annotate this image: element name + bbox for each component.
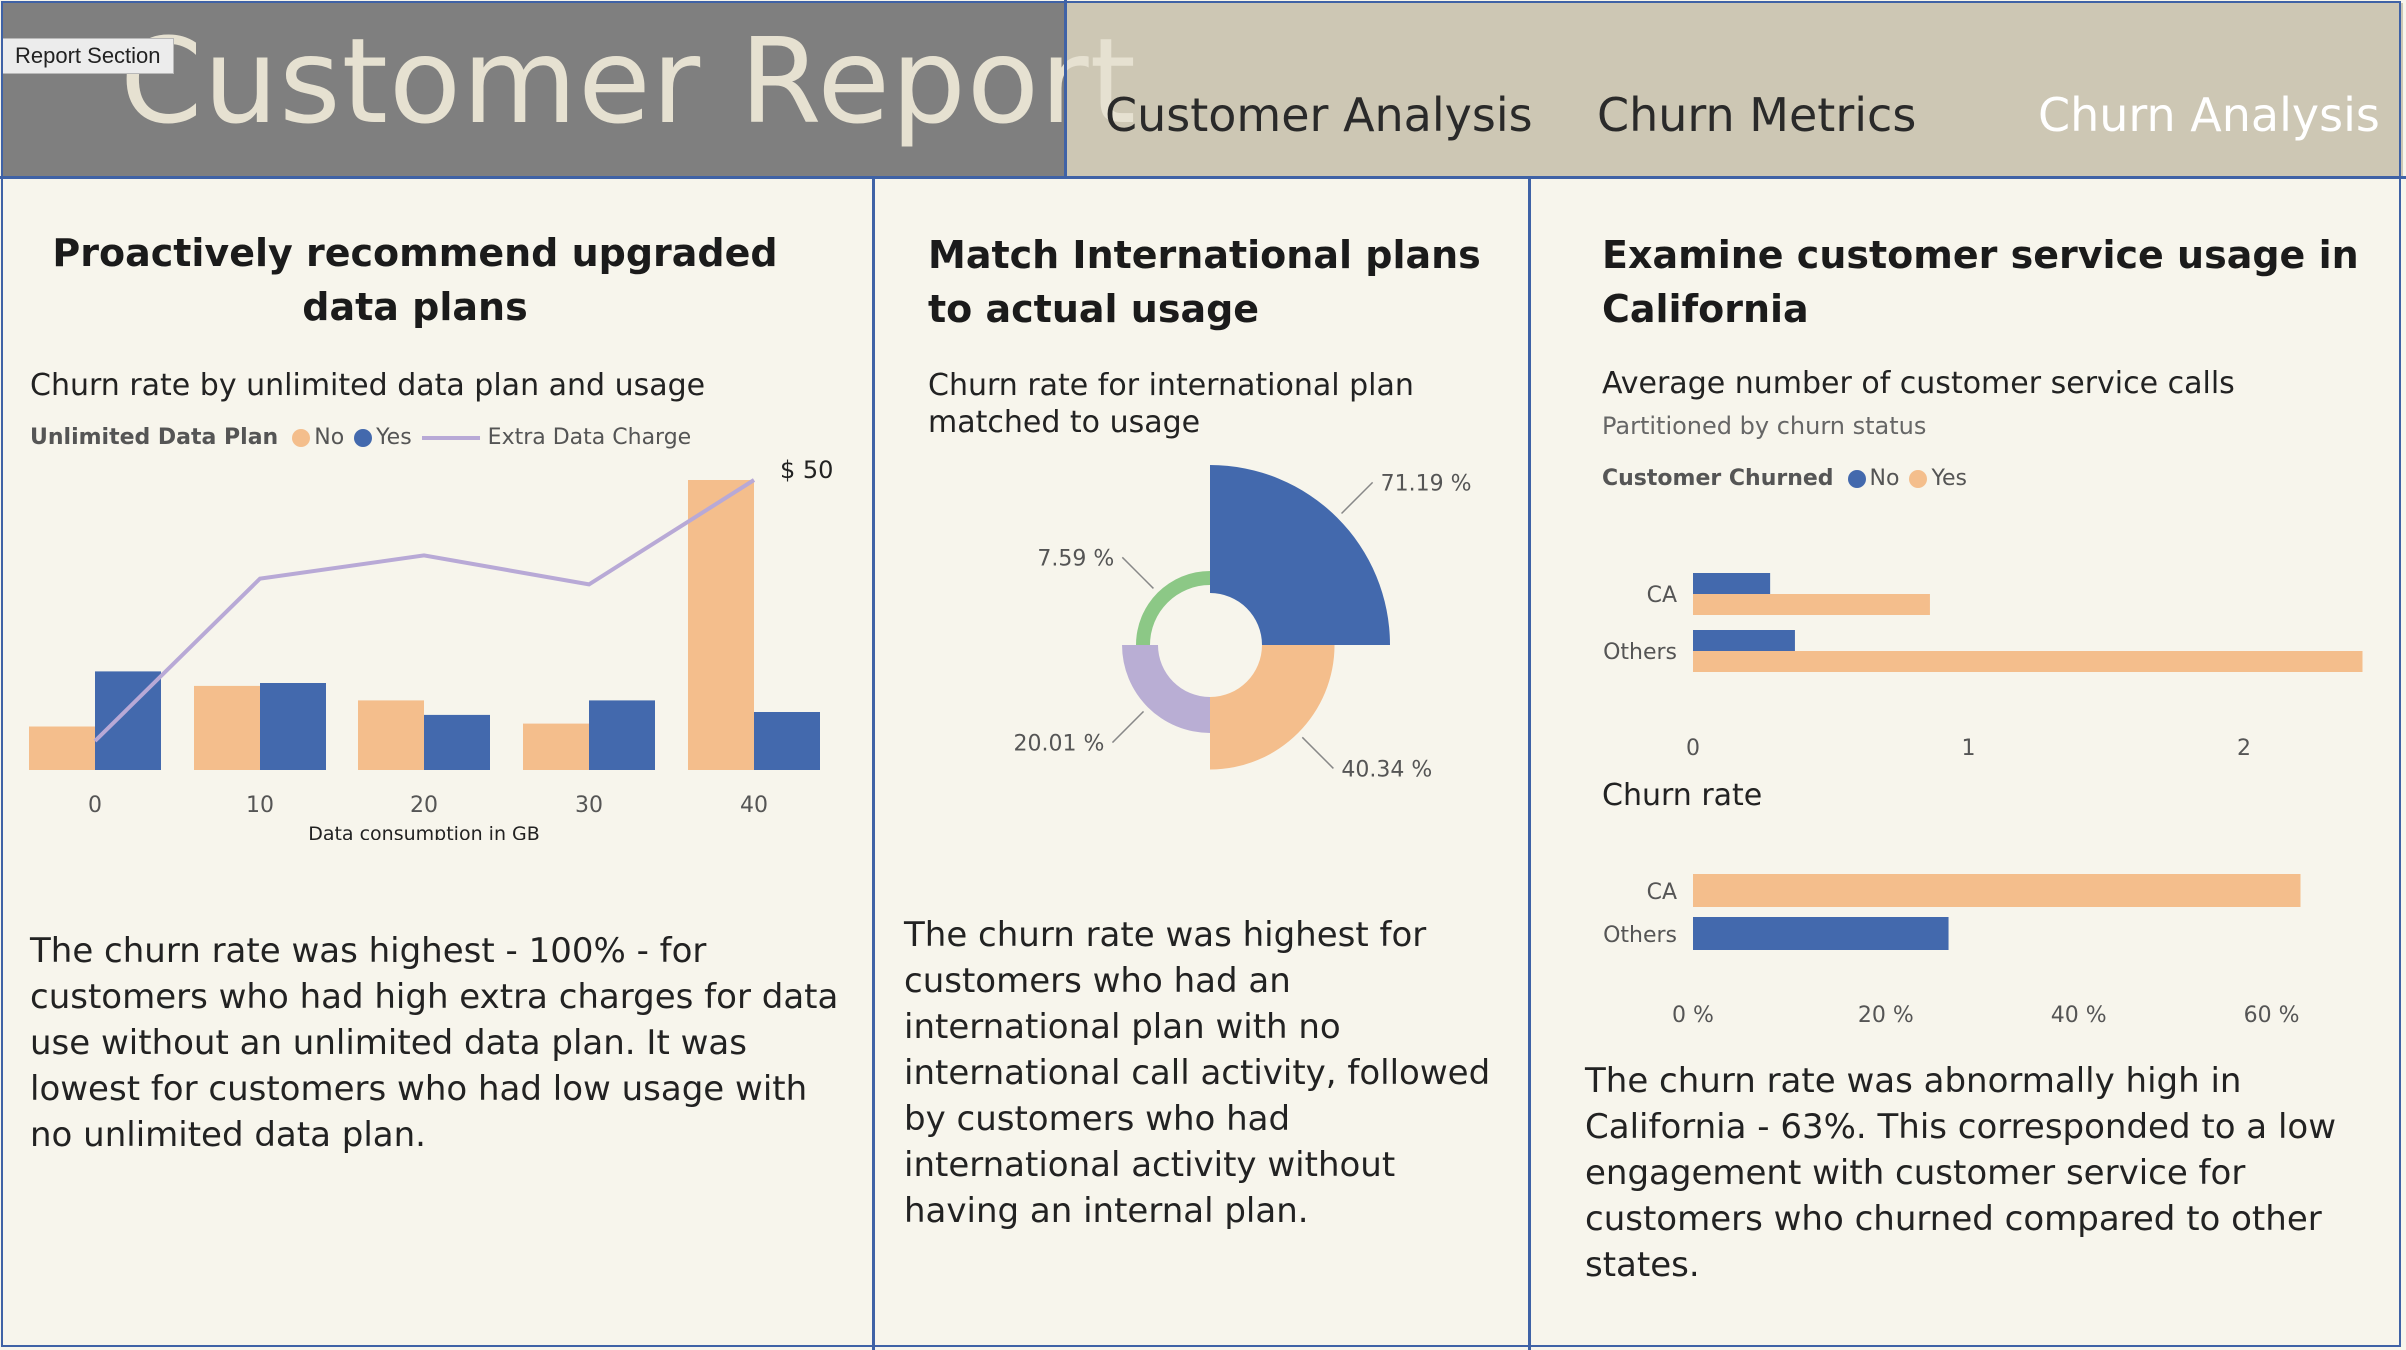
- slice-label: 7.59 %: [1037, 546, 1114, 571]
- panel1-legend: Unlimited Data Plan No Yes Extra Data Ch…: [30, 425, 701, 450]
- slice-label: 20.01 %: [1014, 732, 1105, 757]
- slice-0: [1210, 465, 1390, 645]
- panel3-chart1-subtitle: Partitioned by churn status: [1602, 412, 1927, 440]
- panel3-heading: Examine customer service usage in Califo…: [1602, 233, 2359, 331]
- data-plan-usage-chart[interactable]: $ 50 0 10 20 30 40 Data consumption in GB: [0, 450, 860, 840]
- legend-no-label: No: [1869, 466, 1900, 491]
- bar-no-others: [1693, 630, 1795, 651]
- y-tick-label: Others: [1603, 923, 1677, 948]
- legend-line-label: Extra Data Charge: [487, 425, 692, 450]
- legend-line-swatch: [421, 435, 480, 440]
- y-tick-label: Others: [1603, 640, 1677, 665]
- bar-no-20: [358, 700, 424, 770]
- slice-label: 40.34 %: [1341, 757, 1432, 782]
- report-title: Customer Report: [120, 12, 1137, 150]
- panel2-heading: Match International plans to actual usag…: [928, 233, 1481, 331]
- header-divider: [0, 176, 2406, 179]
- legend-item-no[interactable]: No: [292, 425, 344, 450]
- slice-leader-line: [1111, 710, 1145, 744]
- slice-leader-line: [1121, 556, 1154, 589]
- line-extra-data-charge: [93, 478, 756, 743]
- panel2-chart-title-line1: Churn rate for international plan: [928, 368, 1414, 403]
- x-tick-label: 30: [575, 793, 603, 818]
- bar-yes-10: [260, 683, 326, 770]
- bar-no-40: [688, 480, 754, 770]
- x-tick-label: 2: [2237, 736, 2251, 761]
- international-plan-chart[interactable]: 71.19 % 40.34 % 20.01 % 7.59 %: [1000, 440, 1520, 800]
- panel-divider-1: [872, 176, 875, 1350]
- slice-leader-line: [1340, 481, 1374, 515]
- nav-churn-analysis[interactable]: Churn Analysis: [2038, 88, 2380, 142]
- line-data-label: $ 50: [780, 456, 833, 484]
- slice-label: 71.19 %: [1381, 471, 1472, 496]
- x-tick-label: 1: [1962, 736, 1976, 761]
- legend-item-yes[interactable]: Yes: [354, 425, 412, 450]
- panel1-insight-text: The churn rate was highest - 100% - for …: [30, 931, 839, 1155]
- legend-yes-swatch: [1909, 469, 1928, 488]
- bar-yes-30: [589, 700, 655, 770]
- bar-no-30: [523, 723, 589, 770]
- legend-item-no[interactable]: No: [1847, 466, 1900, 491]
- legend-no-label: No: [314, 425, 345, 450]
- panel-divider-2: [1528, 176, 1531, 1350]
- report-section-tooltip: Report Section: [2, 38, 174, 74]
- bar-churn-rate-others: [1693, 917, 1949, 950]
- x-tick-label: 20 %: [1858, 1003, 1914, 1028]
- x-tick-label: 0: [88, 793, 102, 818]
- legend-title: Customer Churned: [1602, 466, 1834, 491]
- x-tick-label: 0 %: [1672, 1003, 1714, 1028]
- bar-yes-20: [424, 714, 490, 770]
- x-tick-label: 20: [410, 793, 438, 818]
- x-tick-label: 60 %: [2244, 1003, 2300, 1028]
- legend-item-yes[interactable]: Yes: [1909, 466, 1967, 491]
- y-tick-label: CA: [1647, 880, 1677, 905]
- legend-yes-label: Yes: [376, 425, 412, 450]
- x-tick-label: 0: [1686, 736, 1700, 761]
- panel3-chart2-title: Churn rate: [1602, 778, 1763, 813]
- header-nav-area: [1065, 3, 2403, 176]
- panel1-heading: Proactively recommend upgraded data plan…: [52, 231, 778, 329]
- panel1-chart-title: Churn rate by unlimited data plan and us…: [30, 368, 706, 403]
- churn-rate-state-chart[interactable]: CA Others 0 % 20 % 40 % 60 %: [1560, 850, 2380, 1030]
- legend-no-swatch: [1847, 469, 1866, 488]
- panel3-legend: Customer Churned No Yes: [1602, 466, 1977, 491]
- x-axis-title: Data consumption in GB: [308, 823, 540, 840]
- panel2-chart-title-line2: matched to usage: [928, 405, 1201, 440]
- slice-1: [1210, 645, 1335, 770]
- legend-no-swatch: [292, 428, 311, 447]
- bar-yes-ca: [1693, 594, 1930, 615]
- bar-churn-rate-ca: [1693, 874, 2301, 907]
- header-split-divider: [1064, 0, 1067, 178]
- bar-no-10: [194, 685, 260, 770]
- legend-yes-label: Yes: [1931, 466, 1967, 491]
- panel3-insight-text: The churn rate was abnormally high in Ca…: [1585, 1061, 2337, 1285]
- legend-item-extra-charge[interactable]: Extra Data Charge: [421, 425, 692, 450]
- slice-3: [1136, 571, 1210, 645]
- legend-title: Unlimited Data Plan: [30, 425, 279, 450]
- service-calls-chart[interactable]: CA Others 0 1 2: [1560, 540, 2380, 770]
- bar-yes-40: [754, 712, 820, 770]
- x-tick-label: 40 %: [2051, 1003, 2107, 1028]
- x-tick-label: 10: [246, 793, 274, 818]
- legend-yes-swatch: [354, 428, 373, 447]
- nav-customer-analysis[interactable]: Customer Analysis: [1105, 88, 1533, 142]
- x-tick-label: 40: [740, 793, 768, 818]
- bar-yes-others: [1693, 651, 2363, 672]
- bar-no-ca: [1693, 573, 1771, 594]
- panel3-chart1-title: Average number of customer service calls: [1602, 366, 2235, 401]
- slice-leader-line: [1301, 736, 1334, 769]
- y-tick-label: CA: [1647, 583, 1677, 608]
- header-title-area: [3, 3, 1065, 176]
- bar-no-0: [29, 726, 95, 770]
- panel2-insight-text: The churn rate was highest for customers…: [904, 915, 1491, 1231]
- slice-2: [1122, 645, 1210, 733]
- nav-churn-metrics[interactable]: Churn Metrics: [1597, 88, 1917, 142]
